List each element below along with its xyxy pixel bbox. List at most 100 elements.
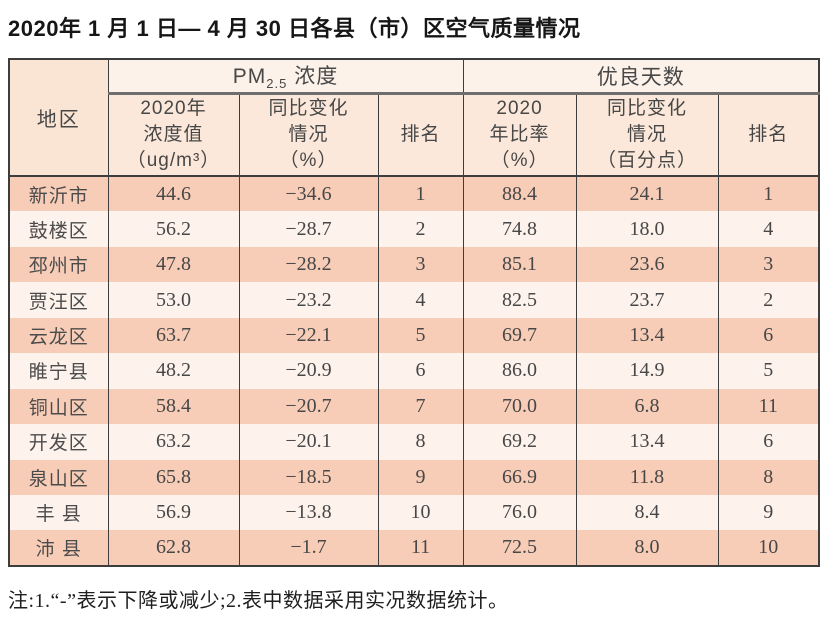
- table-row: 沛 县 62.8 −1.7 11 72.5 8.0 10: [8, 530, 820, 566]
- cell-pm_value: 63.2: [107, 424, 240, 460]
- cell-good_rank: 5: [717, 353, 820, 389]
- cell-pm_value: 65.8: [107, 459, 240, 495]
- column-group-good-days: 优良天数: [462, 59, 820, 95]
- cell-pm_value: 56.9: [107, 494, 240, 531]
- cell-good_rank: 9: [717, 494, 820, 531]
- region-cell: 睢宁县: [8, 353, 109, 389]
- cell-good_change: 23.6: [575, 246, 719, 283]
- cell-pm_change: −20.7: [238, 388, 379, 425]
- table-row: 贾汪区 53.0 −23.2 4 82.5 23.7 2: [8, 282, 820, 318]
- cell-pm_change: −13.8: [238, 494, 379, 531]
- column-group-pm25: PM2.5 浓度: [107, 59, 464, 95]
- region-cell: 丰 县: [8, 494, 109, 531]
- table-row: 云龙区 63.7 −22.1 5 69.7 13.4 6: [8, 317, 820, 354]
- footnote: 注:1.“-”表示下降或减少;2.表中数据采用实况数据统计。: [8, 589, 509, 612]
- header-sub-row: 2020年 浓度值 （ug/m³） 同比变化 情况 （%） 排名 2020 年比…: [9, 93, 820, 177]
- cell-good_rate: 69.2: [462, 424, 577, 460]
- cell-good_change: 13.4: [575, 317, 719, 354]
- cell-good_rank: 11: [717, 388, 820, 425]
- cell-pm_value: 58.4: [107, 388, 240, 425]
- region-cell: 开发区: [8, 424, 109, 460]
- cell-good_rank: 10: [717, 530, 820, 566]
- cell-pm_rank: 10: [377, 494, 464, 531]
- cell-pm_change: −28.2: [238, 246, 379, 283]
- cell-good_change: 24.1: [575, 176, 719, 212]
- table-header: 地区 PM2.5 浓度 优良天数 2020年 浓度值 （ug/m³） 同比变化 …: [8, 59, 820, 177]
- cell-good_change: 11.8: [575, 459, 719, 495]
- column-header-good-rate: 2020 年比率 （%）: [462, 93, 577, 177]
- cell-pm_rank: 4: [377, 282, 464, 318]
- header-group-row: 地区 PM2.5 浓度 优良天数: [8, 59, 820, 177]
- table-row: 泉山区 65.8 −18.5 9 66.9 11.8 8: [8, 459, 820, 495]
- table-row: 丰 县 56.9 −13.8 10 76.0 8.4 9: [8, 494, 820, 531]
- cell-good_rank: 4: [717, 211, 820, 247]
- cell-good_rank: 1: [717, 176, 820, 212]
- column-header-good-change: 同比变化 情况 （百分点）: [575, 93, 719, 177]
- cell-pm_rank: 7: [377, 388, 464, 425]
- cell-good_change: 6.8: [575, 388, 719, 425]
- cell-good_rate: 69.7: [462, 317, 577, 354]
- cell-pm_rank: 3: [377, 246, 464, 283]
- region-cell: 鼓楼区: [8, 211, 109, 247]
- cell-good_rank: 8: [717, 459, 820, 495]
- cell-good_change: 23.7: [575, 282, 719, 318]
- cell-good_rate: 82.5: [462, 282, 577, 318]
- cell-pm_change: −28.7: [238, 211, 379, 247]
- cell-pm_value: 63.7: [107, 317, 240, 354]
- cell-pm_rank: 1: [377, 176, 464, 212]
- cell-good_rate: 76.0: [462, 494, 577, 531]
- cell-good_rank: 6: [717, 317, 820, 354]
- cell-good_rate: 72.5: [462, 530, 577, 566]
- cell-good_change: 18.0: [575, 211, 719, 247]
- table-row: 新沂市 44.6 −34.6 1 88.4 24.1 1: [8, 176, 820, 212]
- cell-pm_value: 62.8: [107, 530, 240, 566]
- table-row: 开发区 63.2 −20.1 8 69.2 13.4 6: [8, 424, 820, 460]
- air-quality-table: 地区 PM2.5 浓度 优良天数 2020年 浓度值 （ug/m³） 同比变化 …: [8, 58, 821, 567]
- cell-good_rank: 6: [717, 424, 820, 460]
- region-cell: 邳州市: [8, 246, 109, 283]
- cell-pm_change: −34.6: [238, 176, 379, 212]
- cell-good_change: 8.0: [575, 530, 719, 566]
- table-row: 睢宁县 48.2 −20.9 6 86.0 14.9 5: [8, 353, 820, 389]
- region-cell: 沛 县: [8, 530, 109, 566]
- cell-pm_value: 56.2: [107, 211, 240, 247]
- cell-pm_rank: 6: [377, 353, 464, 389]
- region-cell: 泉山区: [8, 459, 109, 495]
- cell-pm_rank: 9: [377, 459, 464, 495]
- cell-pm_change: −1.7: [238, 530, 379, 566]
- column-header-good-rank: 排名: [717, 93, 820, 177]
- cell-good_rate: 85.1: [462, 246, 577, 283]
- cell-pm_value: 44.6: [107, 176, 240, 212]
- cell-pm_change: −22.1: [238, 317, 379, 354]
- cell-pm_change: −20.9: [238, 353, 379, 389]
- cell-good_change: 14.9: [575, 353, 719, 389]
- cell-pm_change: −23.2: [238, 282, 379, 318]
- region-cell: 新沂市: [8, 176, 109, 212]
- cell-pm_rank: 2: [377, 211, 464, 247]
- table-body: 新沂市 44.6 −34.6 1 88.4 24.1 1 鼓楼区 56.2 −28.7 2 74.8 1…: [8, 176, 820, 566]
- cell-pm_value: 53.0: [107, 282, 240, 318]
- pm25-label-subscript: 2.5: [266, 76, 288, 92]
- cell-good_rate: 86.0: [462, 353, 577, 389]
- cell-good_change: 8.4: [575, 494, 719, 531]
- cell-good_rate: 74.8: [462, 211, 577, 247]
- table-row: 邳州市 47.8 −28.2 3 85.1 23.6 3: [8, 246, 820, 283]
- pm25-label-rest: 浓度: [287, 65, 339, 89]
- region-cell: 贾汪区: [8, 282, 109, 318]
- cell-good_rank: 2: [717, 282, 820, 318]
- column-header-pm-value: 2020年 浓度值 （ug/m³）: [107, 93, 240, 177]
- cell-good_rank: 3: [717, 246, 820, 283]
- column-header-pm-change: 同比变化 情况 （%）: [238, 93, 379, 177]
- cell-good_rate: 70.0: [462, 388, 577, 425]
- cell-good_rate: 88.4: [462, 176, 577, 212]
- table-row: 铜山区 58.4 −20.7 7 70.0 6.8 11: [8, 388, 820, 425]
- region-cell: 铜山区: [8, 388, 109, 425]
- cell-pm_rank: 5: [377, 317, 464, 354]
- cell-pm_rank: 11: [377, 530, 464, 566]
- cell-pm_value: 48.2: [107, 353, 240, 389]
- region-cell: 云龙区: [8, 317, 109, 354]
- cell-pm_value: 47.8: [107, 246, 240, 283]
- cell-good_rate: 66.9: [462, 459, 577, 495]
- column-header-region: 地区: [8, 59, 109, 177]
